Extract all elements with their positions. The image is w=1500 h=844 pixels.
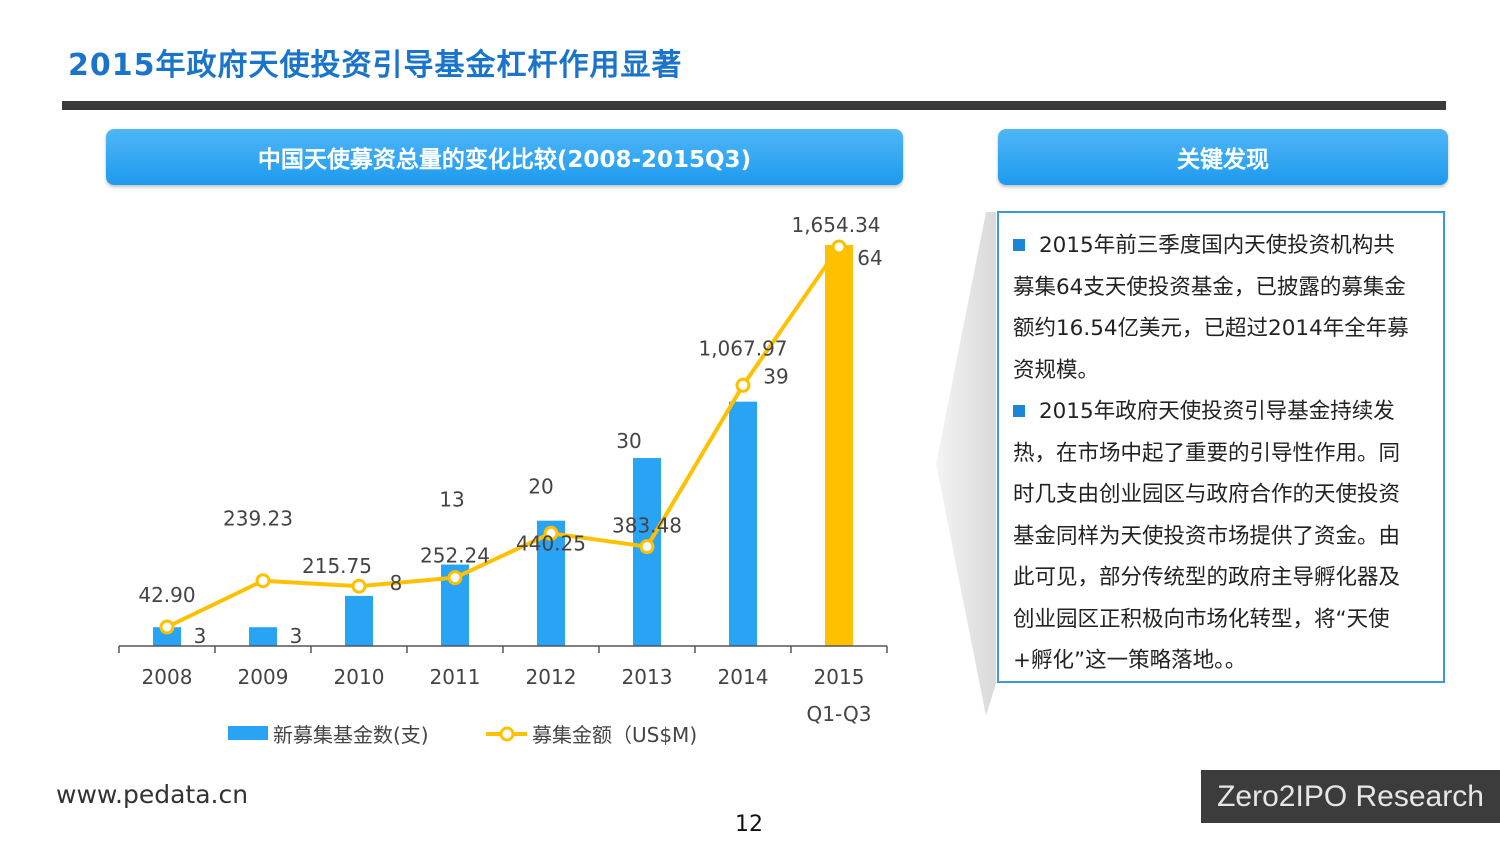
- amount-label: 440.25: [516, 531, 586, 555]
- amount-label: 1,654.34: [791, 213, 880, 237]
- finding-line: 额约16.54亿美元，已超过2014年全年募: [1013, 308, 1433, 350]
- bar-2015: [825, 245, 853, 646]
- amount-point: [543, 525, 559, 541]
- key-findings-panel: 2015年前三季度国内天使投资机构共募集64支天使投资基金，已披露的募集金 额约1…: [997, 211, 1445, 683]
- legend-bar-swatch: [228, 726, 268, 740]
- bar-2009: [249, 627, 277, 646]
- findings-header: 关键发现: [998, 129, 1448, 185]
- amount-point: [639, 539, 655, 555]
- finding-line: 热，在市场中起了重要的引导性作用。同: [1013, 433, 1433, 475]
- x-tick-label: 2009: [238, 665, 289, 689]
- finding-line: 创业园区正积极向市场化转型，将“天使: [1013, 599, 1433, 641]
- amount-point: [735, 377, 751, 393]
- count-label: 13: [439, 488, 464, 512]
- finding-line: 此可见，部分传统型的政府主导孵化器及: [1013, 557, 1433, 599]
- count-label: 39: [763, 365, 788, 389]
- amount-point: [255, 573, 271, 589]
- amount-point: [831, 239, 847, 255]
- finding-line: 2015年政府天使投资引导基金持续发: [1013, 391, 1433, 433]
- amount-line: [166, 245, 841, 629]
- finding-text: 募集64支天使投资基金，已披露的募集金: [1013, 274, 1406, 300]
- x-tick-label: 2008: [142, 665, 193, 689]
- legend-bar-label: 新募集基金数(支): [273, 723, 429, 747]
- bar-2012: [537, 520, 565, 646]
- legend-line-label: 募集金额（US$M): [532, 723, 697, 747]
- finding-text: 创业园区正积极向市场化转型，将“天使: [1013, 606, 1390, 632]
- finding-line: 基金同样为天使投资市场提供了资金。由: [1013, 516, 1433, 558]
- amount-label: 1,067.97: [698, 336, 787, 360]
- finding-line: 资规模。: [1013, 350, 1433, 392]
- finding-line: 时几支由创业园区与政府合作的天使投资: [1013, 474, 1433, 516]
- finding-text: 额约16.54亿美元，已超过2014年全年募: [1013, 316, 1409, 341]
- count-label: 8: [390, 571, 403, 595]
- finding-text: 时几支由创业园区与政府合作的天使投资: [1013, 482, 1401, 507]
- finding-line: 募集64支天使投资基金，已披露的募集金: [1013, 267, 1433, 309]
- count-label: 30: [616, 429, 641, 453]
- finding-text: +孵化”这一策略落地。。: [1013, 648, 1247, 673]
- amount-point: [159, 619, 175, 635]
- bar-2008: [153, 627, 181, 646]
- count-label: 20: [528, 475, 553, 499]
- amount-label: 383.48: [612, 514, 682, 538]
- bar-2010: [345, 595, 373, 646]
- amount-point: [351, 578, 367, 594]
- finding-text: 2015年前三季度国内天使投资机构共: [1039, 233, 1395, 258]
- x-tick-label: Q1-Q3: [807, 702, 872, 726]
- amount-label: 239.23: [223, 507, 293, 531]
- bullet-square-icon: [1013, 239, 1025, 251]
- x-tick-label: 2012: [526, 665, 577, 689]
- finding-text: 基金同样为天使投资市场提供了资金。由: [1013, 523, 1401, 549]
- amount-label: 42.90: [138, 583, 195, 607]
- x-tick-label: 2014: [718, 665, 769, 689]
- count-label: 3: [194, 624, 207, 648]
- bullet-square-icon: [1013, 405, 1025, 417]
- x-tick-label: 2015: [814, 665, 865, 689]
- amount-label: 215.75: [302, 554, 372, 578]
- finding-text: 热，在市场中起了重要的引导性作用。同: [1013, 440, 1401, 466]
- x-tick-label: 2013: [622, 665, 673, 689]
- count-label: 3: [290, 624, 303, 648]
- x-tick-label: 2010: [334, 665, 385, 689]
- finding-text: 资规模。: [1013, 357, 1100, 383]
- finding-text: 2015年政府天使投资引导基金持续发: [1039, 399, 1395, 424]
- count-label: 64: [857, 246, 882, 270]
- page-number: 12: [735, 812, 763, 837]
- finding-text: 此可见，部分传统型的政府主导孵化器及: [1013, 565, 1401, 590]
- legend-line-marker: [499, 726, 515, 742]
- bar-2014: [729, 401, 757, 646]
- title-rule: [62, 101, 1446, 110]
- brand-logo: Zero2IPO Research: [1201, 770, 1500, 823]
- page-title: 2015年政府天使投资引导基金杠杆作用显著: [68, 48, 683, 83]
- footer-url[interactable]: www.pedata.cn: [56, 780, 249, 809]
- chart-header: 中国天使募资总量的变化比较(2008-2015Q3): [106, 129, 903, 185]
- amount-point: [447, 570, 463, 586]
- x-tick-label: 2011: [430, 665, 481, 689]
- finding-line: 2015年前三季度国内天使投资机构共: [1013, 225, 1433, 267]
- finding-line: +孵化”这一策略落地。。: [1013, 640, 1433, 682]
- amount-label: 252.24: [420, 544, 490, 568]
